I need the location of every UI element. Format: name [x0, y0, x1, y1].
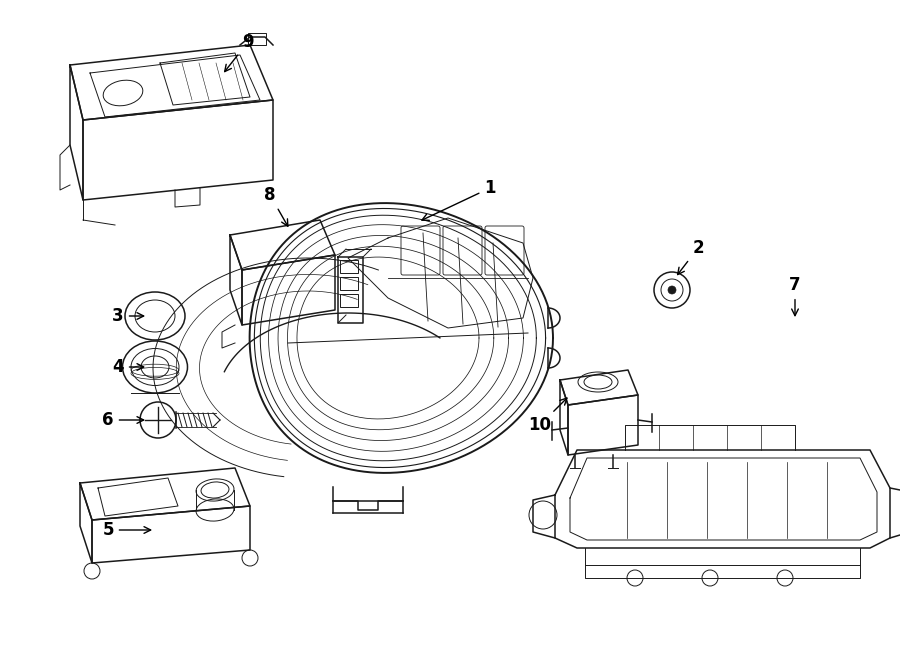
- Text: 3: 3: [112, 307, 144, 325]
- Text: 9: 9: [225, 33, 254, 71]
- Bar: [248, 33, 266, 45]
- Text: 7: 7: [789, 276, 801, 316]
- Bar: [340, 260, 358, 273]
- Text: 6: 6: [103, 411, 144, 429]
- Text: 4: 4: [112, 358, 144, 376]
- Text: 5: 5: [103, 521, 150, 539]
- Bar: [340, 294, 358, 307]
- Circle shape: [668, 286, 676, 294]
- Text: 1: 1: [422, 179, 496, 220]
- Text: 8: 8: [265, 186, 288, 226]
- Bar: [340, 277, 358, 290]
- Text: 10: 10: [528, 398, 567, 434]
- Text: 2: 2: [678, 239, 704, 274]
